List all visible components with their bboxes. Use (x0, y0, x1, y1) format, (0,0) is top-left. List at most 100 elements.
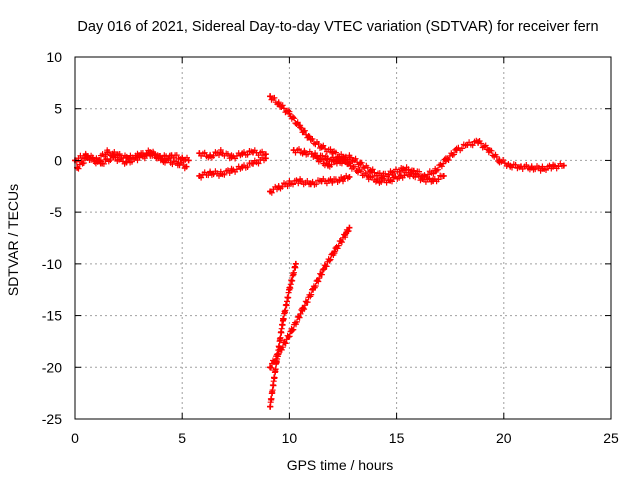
data-marks (72, 93, 567, 410)
data-point (440, 172, 447, 179)
x-axis-label: GPS time / hours (287, 457, 394, 473)
data-point (432, 167, 439, 174)
data-point (539, 165, 546, 172)
data-point (196, 150, 203, 157)
data-point (104, 149, 111, 156)
data-point (168, 152, 175, 159)
data-point (286, 110, 293, 117)
data-point (286, 286, 293, 293)
x-tick-label: 5 (178, 430, 186, 446)
data-point (376, 178, 383, 185)
y-tick-label: 5 (54, 101, 62, 117)
data-point (267, 93, 274, 100)
data-point (410, 167, 417, 174)
data-point (400, 165, 407, 172)
data-point (217, 170, 224, 177)
y-tick-label: -10 (42, 256, 62, 272)
data-point (507, 162, 514, 169)
data-point (84, 154, 91, 161)
data-point (430, 178, 437, 185)
data-point (279, 317, 286, 324)
data-point (290, 147, 297, 154)
data-point (442, 157, 449, 164)
chart-title: Day 016 of 2021, Sidereal Day-to-day VTE… (77, 19, 598, 35)
data-point (496, 157, 503, 164)
series-band (267, 263, 299, 410)
data-point (475, 138, 482, 145)
data-point (267, 403, 274, 410)
data-point (342, 231, 349, 238)
data-point (228, 167, 235, 174)
data-point (340, 176, 346, 183)
data-point (378, 172, 385, 179)
y-tick-label: -20 (42, 359, 62, 375)
data-point (183, 163, 190, 170)
data-point (309, 286, 316, 293)
data-point (389, 169, 396, 176)
data-point (331, 248, 338, 255)
data-point (217, 149, 224, 156)
series-arc-4 (196, 154, 269, 181)
series-arc-9 (267, 260, 299, 410)
data-point (299, 307, 306, 314)
data-point (367, 167, 374, 174)
data-point (185, 157, 192, 164)
data-point (314, 155, 321, 162)
series-arc-2 (74, 150, 190, 172)
data-point (179, 155, 186, 162)
data-point (286, 180, 293, 187)
data-point (307, 136, 314, 143)
data-point (318, 178, 325, 185)
data-point (357, 160, 364, 167)
x-tick-label: 0 (71, 430, 79, 446)
series-arc-10 (267, 224, 353, 371)
x-tick-label: 25 (603, 430, 619, 446)
data-point (136, 154, 143, 161)
data-point (174, 160, 181, 167)
series-arc-3 (196, 147, 269, 162)
data-point (464, 141, 471, 148)
data-point (322, 155, 329, 162)
plot-frame (74, 56, 612, 420)
data-point (318, 143, 325, 150)
data-point (528, 164, 535, 171)
data-point (149, 151, 156, 158)
data-point (249, 160, 256, 167)
data-point (207, 153, 214, 160)
data-point (346, 173, 353, 180)
data-point (297, 124, 304, 131)
data-point (387, 177, 394, 184)
data-point (355, 167, 362, 174)
data-point (207, 169, 214, 176)
data-point (329, 178, 336, 185)
data-point (267, 188, 274, 195)
data-point (297, 178, 304, 185)
data-point (277, 346, 284, 353)
x-tick-label: 20 (496, 430, 512, 446)
gridlines (75, 57, 611, 419)
data-point (275, 184, 282, 191)
data-point (97, 160, 104, 167)
y-axis-label: SDTVAR / TECUs (5, 184, 21, 296)
data-point (329, 149, 336, 156)
data-point (301, 149, 308, 156)
y-tick-label: -25 (42, 411, 62, 427)
series-arc-5 (267, 93, 353, 168)
y-tick-label: -5 (50, 204, 63, 220)
data-point (335, 157, 342, 164)
data-point (292, 260, 299, 267)
data-point (275, 100, 282, 107)
data-point (110, 154, 117, 161)
data-point (196, 172, 203, 179)
data-point (228, 154, 235, 161)
series-arc-8 (314, 137, 567, 181)
data-point (485, 147, 492, 154)
data-point (312, 152, 319, 159)
x-axis: 0 5 10 15 20 25 (71, 57, 619, 446)
data-point (346, 224, 353, 231)
data-point (307, 181, 314, 188)
data-point (262, 155, 269, 162)
y-tick-label: 0 (54, 152, 62, 168)
data-point (517, 163, 524, 170)
